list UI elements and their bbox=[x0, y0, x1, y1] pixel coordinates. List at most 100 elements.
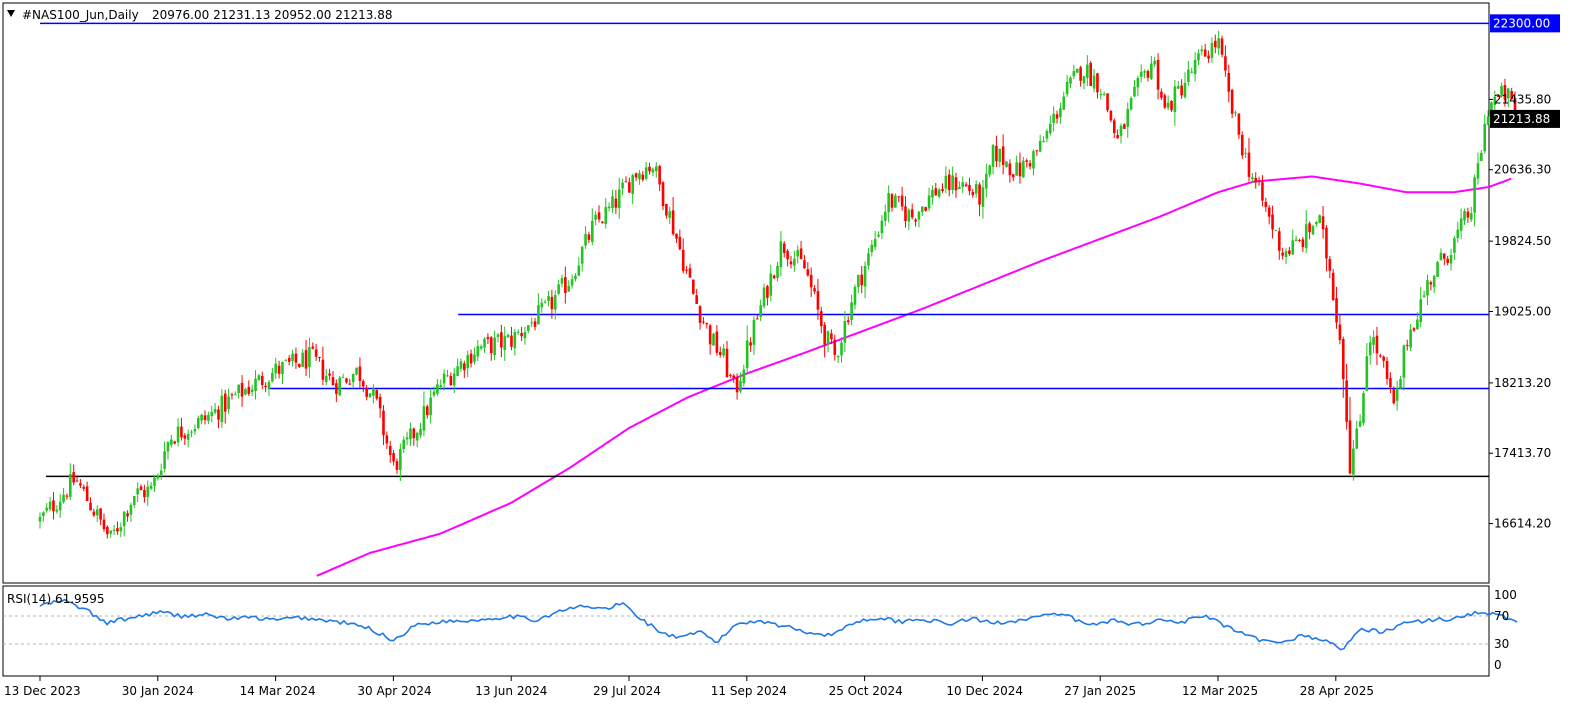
price-axis-layer: 21435.80 20636.30 19824.50 19025.00 18213.20… bbox=[1489, 92, 1560, 531]
candle bbox=[240, 375, 244, 407]
candle bbox=[1429, 280, 1433, 291]
last-price-tag bbox=[1490, 109, 1560, 128]
candle bbox=[392, 449, 395, 466]
menu-triangle-icon[interactable] bbox=[7, 10, 15, 17]
candle bbox=[126, 510, 129, 522]
candle bbox=[931, 185, 934, 205]
candle bbox=[388, 440, 392, 463]
candle bbox=[92, 508, 96, 517]
candle bbox=[873, 231, 877, 251]
candle bbox=[338, 375, 342, 397]
candle bbox=[193, 424, 197, 435]
candle bbox=[112, 525, 116, 535]
candle bbox=[355, 367, 358, 376]
horizontal-lines-layer[interactable]: 22300.00 bbox=[40, 14, 1560, 478]
candle bbox=[1160, 88, 1163, 100]
date-tick-label: 30 Jan 2024 bbox=[122, 684, 194, 698]
candle bbox=[1439, 248, 1443, 261]
candle bbox=[1274, 230, 1278, 232]
candle bbox=[560, 274, 564, 288]
candle bbox=[200, 413, 203, 425]
candle bbox=[432, 386, 436, 398]
candle bbox=[1082, 75, 1086, 90]
candle bbox=[614, 190, 618, 215]
candle bbox=[1109, 109, 1113, 123]
candle bbox=[1032, 149, 1035, 176]
candle bbox=[493, 330, 496, 361]
candle bbox=[65, 493, 69, 500]
candle bbox=[166, 440, 170, 460]
candle bbox=[163, 441, 166, 473]
candle bbox=[756, 314, 759, 320]
candle bbox=[745, 325, 749, 374]
candle bbox=[196, 415, 200, 430]
candle bbox=[1001, 134, 1005, 175]
candle bbox=[1025, 158, 1029, 168]
date-tick-label: 13 Dec 2023 bbox=[4, 684, 81, 698]
candle bbox=[897, 196, 901, 203]
candle bbox=[132, 496, 136, 509]
candle bbox=[944, 166, 948, 194]
candle bbox=[890, 193, 894, 212]
candle bbox=[594, 210, 597, 226]
candle bbox=[439, 379, 443, 390]
candle bbox=[149, 481, 153, 491]
candle bbox=[1018, 152, 1022, 184]
candle bbox=[1247, 137, 1251, 182]
candle bbox=[799, 241, 803, 260]
candle bbox=[914, 218, 917, 227]
candle bbox=[351, 373, 355, 389]
candle bbox=[385, 431, 389, 449]
candle bbox=[574, 273, 577, 282]
candle bbox=[348, 378, 352, 386]
candle bbox=[324, 368, 328, 386]
candle bbox=[651, 167, 655, 177]
candle bbox=[442, 369, 446, 391]
candle bbox=[116, 521, 119, 535]
candle bbox=[742, 364, 746, 387]
candle bbox=[712, 332, 715, 346]
candle bbox=[597, 205, 601, 223]
candle bbox=[190, 429, 193, 438]
candle bbox=[452, 367, 456, 394]
candle bbox=[735, 373, 739, 400]
candle bbox=[318, 356, 321, 362]
candle bbox=[476, 340, 480, 362]
candle bbox=[883, 204, 887, 227]
date-tick-label: 12 Mar 2025 bbox=[1182, 684, 1258, 698]
candle bbox=[1301, 237, 1305, 252]
candle bbox=[1395, 380, 1399, 411]
candle bbox=[867, 248, 870, 270]
candle bbox=[207, 411, 210, 425]
price-tick-label: 16614.20 bbox=[1494, 517, 1551, 531]
candle bbox=[321, 346, 325, 386]
candle bbox=[823, 321, 826, 358]
candle bbox=[1304, 210, 1308, 254]
candle bbox=[203, 410, 207, 425]
candle bbox=[924, 206, 927, 212]
date-tick-label: 11 Sep 2024 bbox=[711, 684, 787, 698]
candle bbox=[981, 180, 985, 219]
candle bbox=[567, 280, 571, 293]
candle bbox=[547, 290, 550, 307]
candle bbox=[1112, 118, 1116, 139]
candle bbox=[631, 173, 635, 205]
candle bbox=[1102, 91, 1106, 97]
candle bbox=[772, 274, 776, 280]
candle bbox=[220, 389, 224, 429]
candle bbox=[1375, 326, 1379, 366]
candle bbox=[1092, 68, 1096, 93]
rsi-panel-frame bbox=[2, 585, 1490, 677]
candle bbox=[95, 505, 99, 523]
candle bbox=[688, 263, 692, 278]
candle bbox=[1419, 286, 1423, 328]
candle bbox=[540, 298, 544, 313]
candle bbox=[85, 481, 89, 502]
candle bbox=[58, 493, 62, 518]
candle bbox=[271, 367, 274, 383]
candle bbox=[399, 443, 402, 482]
candle bbox=[311, 342, 315, 350]
candle bbox=[89, 497, 92, 511]
